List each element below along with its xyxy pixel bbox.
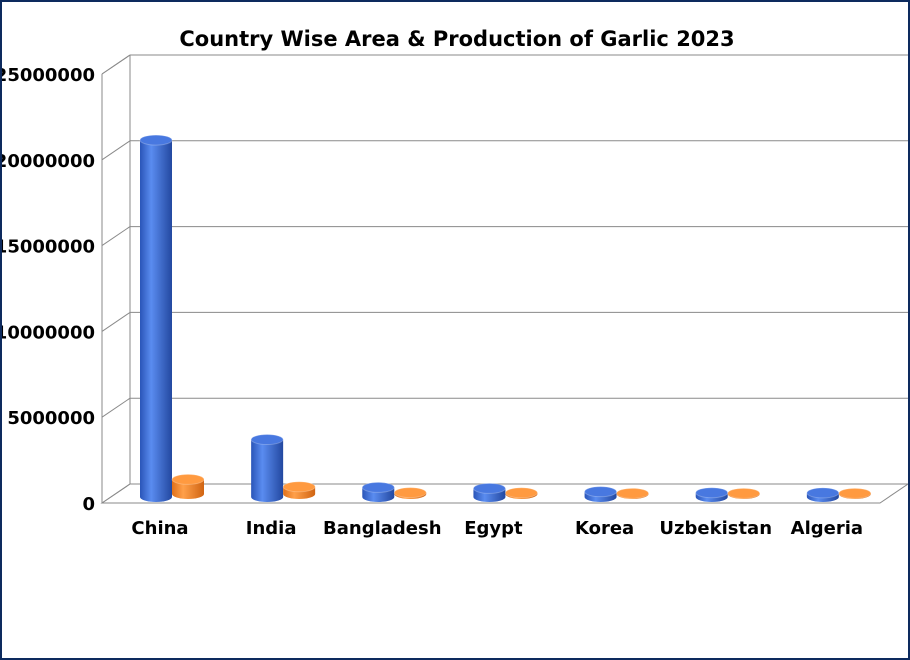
x-tick-label: Korea <box>575 518 634 539</box>
bar-0 <box>695 487 729 502</box>
bar-top <box>361 481 395 493</box>
bar-0 <box>139 134 173 502</box>
y-tick-label: 0 <box>82 494 95 515</box>
bar-top <box>616 487 650 499</box>
y-tick-label: 5000000 <box>7 408 95 429</box>
bar-0 <box>472 482 506 502</box>
gridline-side <box>101 311 131 332</box>
bar-1 <box>727 487 761 499</box>
bar-top <box>695 487 729 499</box>
gridline-side <box>101 397 131 418</box>
bar-0 <box>806 487 840 502</box>
bar-top <box>806 487 840 499</box>
bar-1 <box>393 487 427 499</box>
bar-top <box>472 482 506 494</box>
chart-floor <box>100 483 908 504</box>
bar-1 <box>282 481 316 499</box>
x-tick-label: China <box>131 518 188 539</box>
bar-top <box>139 134 173 146</box>
bar-1 <box>616 487 650 499</box>
x-tick-label: India <box>246 518 297 539</box>
bar-top <box>584 486 618 498</box>
bar-body <box>140 140 172 502</box>
chart-title: Country Wise Area & Production of Garlic… <box>179 27 734 51</box>
y-tick-label: 20000000 <box>2 151 95 172</box>
bar-top <box>250 434 284 446</box>
bar-body <box>251 439 284 502</box>
bar-1 <box>504 487 538 499</box>
gridline-side <box>101 140 131 161</box>
y-tick-label: 10000000 <box>2 322 95 343</box>
bar-0 <box>584 486 618 502</box>
x-tick-label: Algeria <box>791 518 863 539</box>
bar-top <box>504 487 538 499</box>
gridline-side <box>101 226 131 247</box>
bar-top <box>282 481 316 493</box>
x-tick-label: Uzbekistan <box>659 518 772 539</box>
bar-body <box>172 479 204 499</box>
bar-top <box>393 487 427 499</box>
bar-1 <box>171 473 205 499</box>
x-tick-label: Bangladesh <box>323 518 442 539</box>
bar-0 <box>361 481 395 502</box>
x-tick-label: Egypt <box>464 518 523 539</box>
y-tick-label: 25000000 <box>2 65 95 86</box>
bar-1 <box>838 487 872 499</box>
bar-top <box>727 487 761 499</box>
bar-top <box>171 473 205 485</box>
y-tick-label: 15000000 <box>2 237 95 258</box>
gridline-side <box>101 54 131 75</box>
bar-0 <box>250 434 284 502</box>
bar-top <box>838 487 872 499</box>
